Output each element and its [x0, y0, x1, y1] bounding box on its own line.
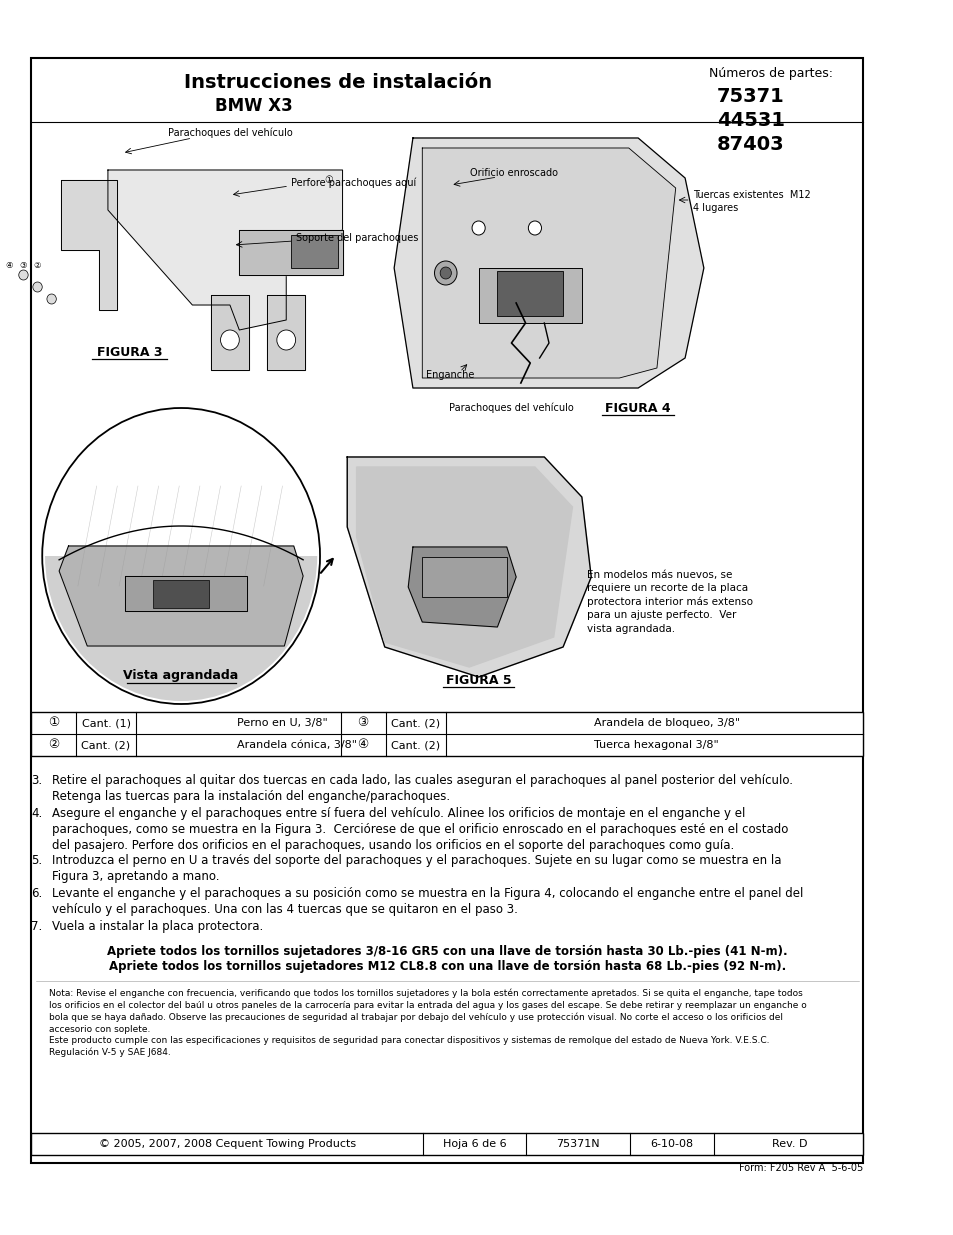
Text: Instrucciones de instalación: Instrucciones de instalación: [184, 73, 492, 91]
Text: Retire el parachoques al quitar dos tuercas en cada lado, las cuales aseguran el: Retire el parachoques al quitar dos tuer…: [51, 774, 792, 803]
Text: Vista agrandada: Vista agrandada: [123, 669, 238, 683]
Polygon shape: [422, 148, 675, 378]
Polygon shape: [408, 547, 516, 627]
Circle shape: [32, 282, 42, 291]
Text: Perfore parachoques aquí: Perfore parachoques aquí: [291, 178, 416, 188]
Circle shape: [42, 408, 319, 704]
Polygon shape: [59, 546, 303, 646]
Text: Arandela cónica, 3/8": Arandela cónica, 3/8": [237, 740, 357, 750]
Text: Rev. D: Rev. D: [771, 1139, 806, 1149]
Text: Cant. (1): Cant. (1): [81, 718, 131, 727]
Text: 4 lugares: 4 lugares: [692, 203, 737, 212]
Text: Asegure el enganche y el parachoques entre sí fuera del vehículo. Alinee los ori: Asegure el enganche y el parachoques ent…: [51, 806, 787, 852]
Text: Apriete todos los tornillos sujetadores M12 CL8.8 con una llave de torsión hasta: Apriete todos los tornillos sujetadores …: [109, 960, 785, 973]
Text: Nota: Revise el enganche con frecuencia, verificando que todos los tornillos suj: Nota: Revise el enganche con frecuencia,…: [49, 989, 805, 1057]
Text: ①: ①: [324, 175, 333, 185]
Text: Form: F205 Rev A  5-6-05: Form: F205 Rev A 5-6-05: [739, 1163, 862, 1173]
Bar: [30, 1132, 862, 1155]
Bar: [497, 270, 562, 316]
Text: 87403: 87403: [717, 136, 783, 154]
Circle shape: [528, 221, 541, 235]
Text: FIGURA 5: FIGURA 5: [445, 673, 511, 687]
Polygon shape: [239, 230, 342, 275]
Polygon shape: [267, 295, 305, 370]
Polygon shape: [356, 467, 572, 667]
Text: ③: ③: [357, 716, 369, 730]
Text: ②: ②: [48, 739, 59, 752]
Text: En modelos más nuevos, se
requiere un recorte de la placa
protectora interior má: En modelos más nuevos, se requiere un re…: [586, 571, 752, 634]
Text: 7.: 7.: [30, 920, 42, 932]
Text: ④: ④: [6, 261, 13, 269]
Text: 75371N: 75371N: [556, 1139, 599, 1149]
Text: 75371: 75371: [716, 88, 783, 106]
Text: 44531: 44531: [716, 111, 784, 131]
Polygon shape: [347, 457, 591, 677]
Text: Parachoques del vehículo: Parachoques del vehículo: [168, 127, 292, 138]
Wedge shape: [45, 556, 316, 701]
Text: Soporte del parachoques: Soporte del parachoques: [295, 233, 417, 243]
Text: 6-10-08: 6-10-08: [650, 1139, 693, 1149]
Polygon shape: [211, 295, 249, 370]
Circle shape: [220, 330, 239, 350]
Bar: [30, 58, 862, 1163]
Circle shape: [19, 270, 29, 280]
Text: Levante el enganche y el parachoques a su posición como se muestra en la Figura : Levante el enganche y el parachoques a s…: [51, 887, 802, 916]
Text: Cant. (2): Cant. (2): [391, 718, 440, 727]
Bar: [152, 580, 209, 608]
Text: 5.: 5.: [31, 853, 42, 867]
Text: Apriete todos los tornillos sujetadores 3/8-16 GR5 con una llave de torsión hast: Apriete todos los tornillos sujetadores …: [108, 945, 787, 958]
Text: Parachoques del vehículo: Parachoques del vehículo: [449, 403, 574, 414]
Text: Orificio enroscado: Orificio enroscado: [470, 168, 558, 178]
Text: Cant. (2): Cant. (2): [391, 740, 440, 750]
Text: Enganche: Enganche: [426, 370, 475, 380]
Polygon shape: [108, 170, 342, 330]
Text: 3.: 3.: [31, 774, 42, 787]
Text: Introduzca el perno en U a través del soporte del parachoques y el parachoques. : Introduzca el perno en U a través del so…: [51, 853, 781, 883]
Text: Cant. (2): Cant. (2): [81, 740, 131, 750]
Text: ①: ①: [48, 716, 59, 730]
Polygon shape: [394, 138, 703, 388]
Text: Tuerca hexagonal 3/8": Tuerca hexagonal 3/8": [594, 740, 718, 750]
Text: 4.: 4.: [30, 806, 42, 820]
Bar: [478, 268, 581, 324]
Circle shape: [434, 261, 456, 285]
Circle shape: [439, 267, 451, 279]
Text: ③: ③: [20, 261, 28, 269]
Bar: [30, 713, 862, 756]
Polygon shape: [61, 180, 117, 310]
Bar: [291, 235, 337, 268]
Text: ②: ②: [33, 261, 41, 269]
Bar: [422, 557, 506, 597]
Circle shape: [47, 294, 56, 304]
Text: Vuela a instalar la placa protectora.: Vuela a instalar la placa protectora.: [51, 920, 263, 932]
Polygon shape: [125, 576, 247, 611]
Text: Perno en U, 3/8": Perno en U, 3/8": [237, 718, 328, 727]
Text: Números de partes:: Números de partes:: [708, 68, 832, 80]
Text: Hoja 6 de 6: Hoja 6 de 6: [442, 1139, 506, 1149]
Text: ④: ④: [357, 739, 369, 752]
Text: FIGURA 3: FIGURA 3: [96, 346, 162, 358]
Text: FIGURA 4: FIGURA 4: [605, 401, 670, 415]
Text: Tuercas existentes  M12: Tuercas existentes M12: [692, 190, 809, 200]
Circle shape: [276, 330, 295, 350]
Text: 6.: 6.: [30, 887, 42, 900]
Text: Arandela de bloqueo, 3/8": Arandela de bloqueo, 3/8": [594, 718, 740, 727]
Circle shape: [472, 221, 485, 235]
Text: BMW X3: BMW X3: [214, 98, 292, 115]
Text: © 2005, 2007, 2008 Cequent Towing Products: © 2005, 2007, 2008 Cequent Towing Produc…: [98, 1139, 355, 1149]
